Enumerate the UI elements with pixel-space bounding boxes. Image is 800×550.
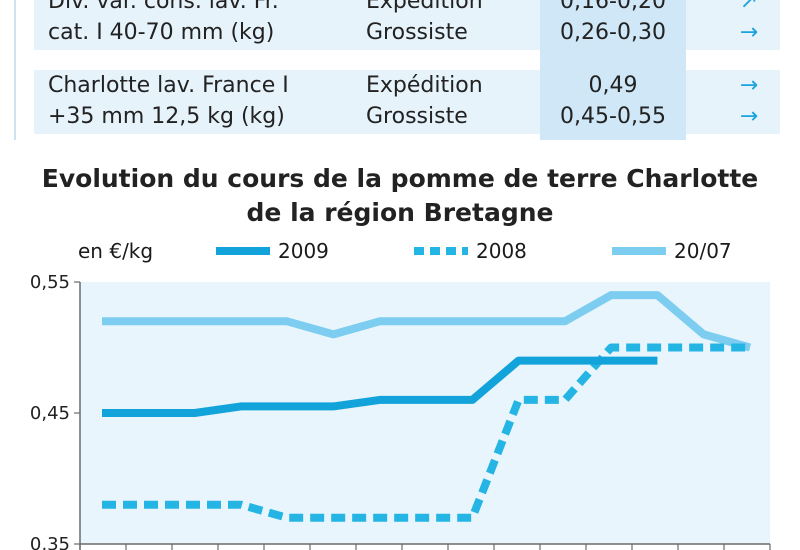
right-arrow-icon: →: [739, 20, 759, 45]
price-value: 0,49: [588, 73, 638, 98]
y-tick-label: 0,35: [30, 534, 70, 550]
chart-title-line-2: de la région Bretagne: [246, 198, 554, 227]
price-value: 0,16-0,20: [560, 0, 666, 14]
table-row-content: Div. var. cons. lav. Fr. cat. I 40-70 mm…: [34, 0, 780, 50]
series-line-2008: [102, 343, 750, 522]
product-label: cat. I 40-70 mm (kg): [48, 20, 275, 45]
series-line-2009: [102, 356, 658, 417]
price-value: 0,45-0,55: [560, 104, 666, 129]
table-row-content: Charlotte lav. France I +35 mm 12,5 kg (…: [34, 70, 780, 134]
right-arrow-icon: →: [739, 104, 759, 129]
line-chart: 0,55 0,45 0,35: [30, 272, 771, 550]
stage-label: Grossiste: [366, 104, 468, 129]
stage-label: Grossiste: [366, 20, 468, 45]
table-left-rule: [14, 0, 16, 140]
legend-label-2007: 20/07: [674, 239, 732, 263]
stage-label: Expédition: [366, 73, 483, 98]
price-value: 0,26-0,30: [560, 20, 666, 45]
y-tick-label: 0,45: [30, 403, 70, 424]
product-label: Div. var. cons. lav. Fr.: [48, 0, 279, 14]
right-arrow-icon: →: [739, 73, 759, 98]
legend-label-2008: 2008: [476, 239, 527, 263]
legend-label-2009: 2009: [278, 239, 329, 263]
stage-label: Expédition: [366, 0, 483, 14]
product-label: +35 mm 12,5 kg (kg): [48, 104, 285, 129]
chart-title-line-1: Evolution du cours de la pomme de terre …: [41, 164, 759, 193]
up-right-arrow-icon: ↗: [739, 0, 759, 14]
y-tick-label: 0,55: [30, 272, 70, 293]
unit-label: en €/kg: [78, 239, 154, 263]
product-label: Charlotte lav. France I: [48, 73, 289, 98]
legend: [216, 247, 666, 255]
price-column-highlight: [540, 0, 686, 140]
series-line-20-07: [102, 291, 752, 352]
